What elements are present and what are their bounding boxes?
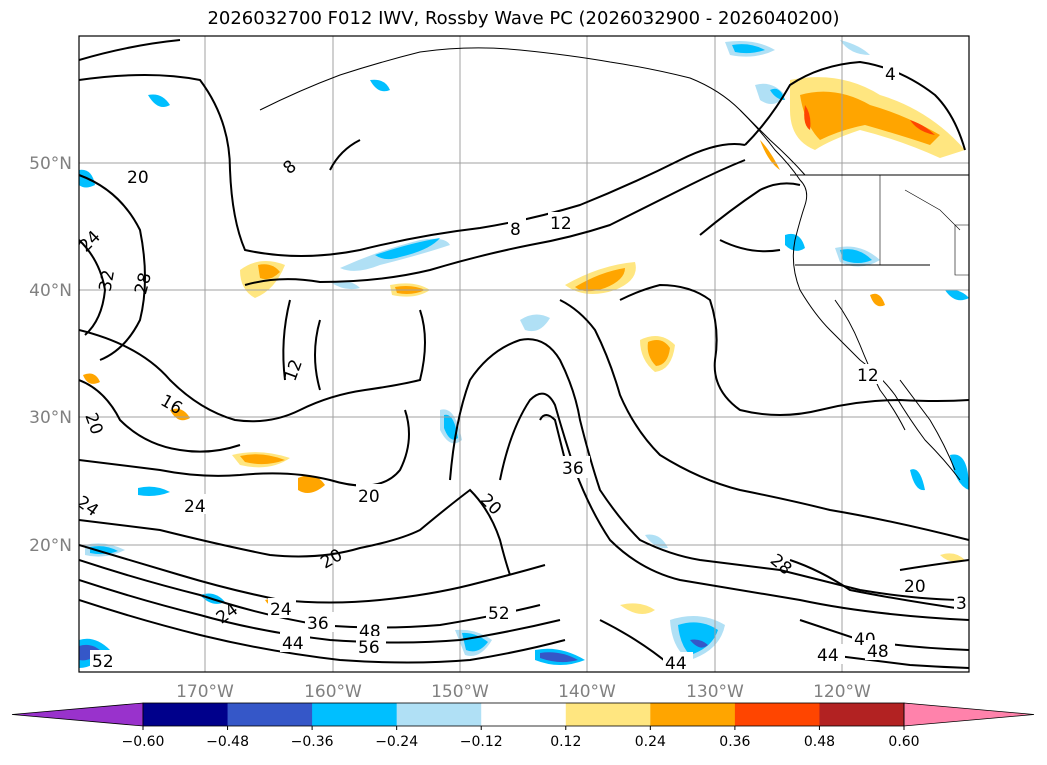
colorbar-tick-label: −0.24	[375, 734, 418, 750]
contour-label: 56	[358, 638, 380, 658]
contour-label: 44	[665, 654, 687, 674]
colorbar-extend-high	[903, 702, 1035, 727]
colorbar-tick-label: −0.48	[206, 734, 249, 750]
colorbar-segment	[819, 703, 905, 726]
lon-label: 130°W	[686, 682, 744, 702]
contour-label: 12	[857, 366, 879, 386]
lon-label: 170°W	[176, 682, 234, 702]
contour-label: 24	[270, 600, 292, 620]
contour-label: 4	[885, 65, 896, 85]
map-title: 2026032700 F012 IWV, Rossby Wave PC (202…	[207, 8, 840, 29]
map-plot-area: 4 8 8 12 20 28 32 24 12 16 20 24 24 20 2…	[79, 36, 969, 674]
contour-label: 24	[184, 497, 206, 517]
map-frame	[78, 35, 970, 673]
lon-label: 140°W	[558, 682, 616, 702]
contour-label: 3	[956, 594, 967, 614]
contour-label: 52	[488, 604, 510, 624]
lon-label: 160°W	[304, 682, 362, 702]
contour-label: 20	[358, 487, 380, 507]
colorbar-segment	[312, 703, 398, 726]
lat-label: 40°N	[29, 281, 72, 301]
colorbar-segment	[565, 703, 651, 726]
contour-label: 36	[562, 459, 584, 479]
contour-label: 44	[282, 634, 304, 654]
colorbar-segment	[650, 703, 736, 726]
lon-label: 120°W	[813, 682, 871, 702]
colorbar-tick-label: 0.12	[550, 734, 581, 750]
contour-label: 52	[92, 652, 114, 672]
contour-label: 12	[550, 214, 572, 234]
anomaly-shading	[79, 40, 969, 668]
contour-label: 48	[867, 642, 889, 662]
contour-label: 32	[96, 268, 119, 293]
colorbar-segment	[143, 703, 229, 726]
colorbar-tick-label: 0.48	[804, 734, 835, 750]
colorbar-extend-low	[11, 702, 144, 727]
colorbar-tick-label: 0.36	[719, 734, 750, 750]
longitude-labels: 170°W 160°W 150°W 140°W 130°W 120°W	[176, 682, 871, 702]
colorbar-segment	[734, 703, 820, 726]
latitude-labels: 50°N 40°N 30°N 20°N	[29, 154, 72, 556]
colorbar-outline	[142, 702, 905, 727]
colorbar-tick-label: 0.24	[635, 734, 666, 750]
colorbar-tick-label: −0.60	[122, 734, 165, 750]
colorbar-tick-label: 0.60	[888, 734, 919, 750]
colorbar-segment	[481, 703, 567, 726]
colorbar-segment	[227, 703, 313, 726]
colorbar-segment	[396, 703, 482, 726]
colorbar: −0.60 −0.48 −0.36 −0.24 −0.12 0.12 0.24 0.36 0.4…	[11, 702, 1035, 750]
contour-label: 44	[817, 646, 839, 666]
colorbar-tick-label: −0.36	[291, 734, 334, 750]
contour-label: 20	[904, 577, 926, 597]
lon-label: 150°W	[431, 682, 489, 702]
contour-label: 36	[307, 614, 329, 634]
colorbar-tick-label: −0.12	[460, 734, 503, 750]
lat-label: 50°N	[29, 154, 72, 174]
lat-label: 30°N	[29, 408, 72, 428]
contour-label: 20	[127, 168, 149, 188]
contour-label: 8	[510, 220, 521, 240]
coastlines	[259, 47, 969, 481]
lat-label: 20°N	[29, 536, 72, 556]
